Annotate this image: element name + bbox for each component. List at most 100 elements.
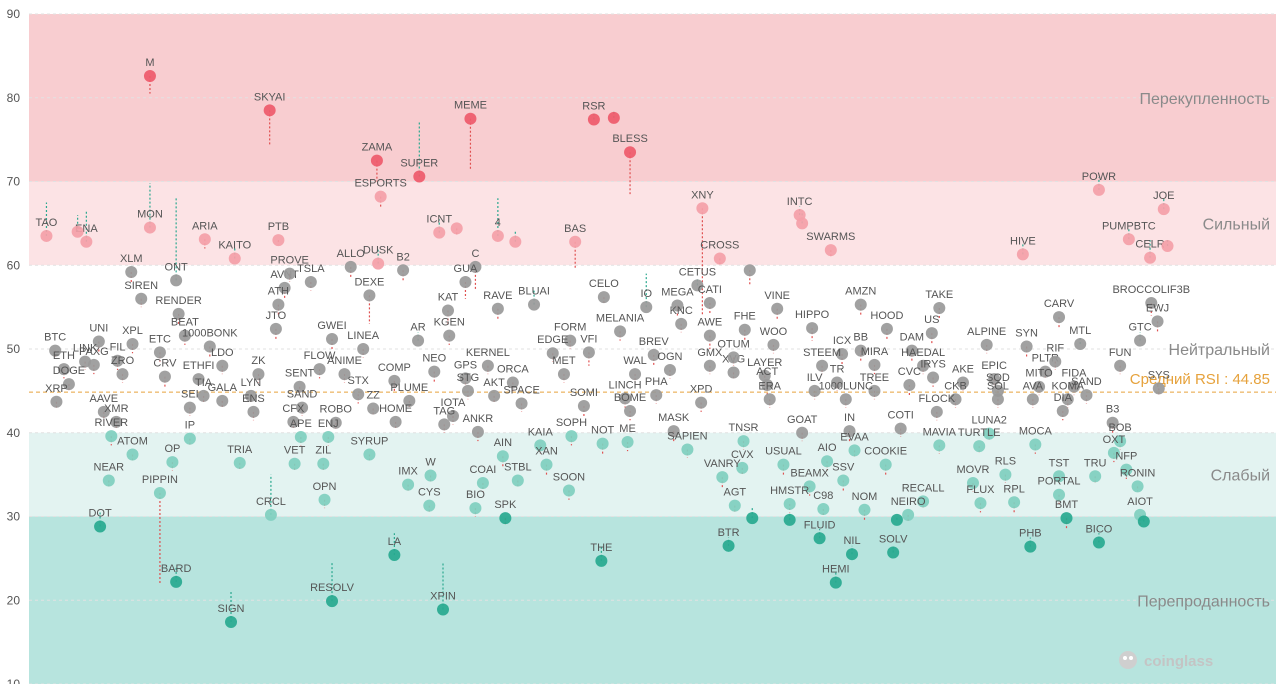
coin-point[interactable] <box>534 439 547 452</box>
coin-point[interactable] <box>1060 512 1073 525</box>
coin-point[interactable] <box>629 368 642 381</box>
coin-point[interactable] <box>806 322 819 335</box>
coin-point[interactable] <box>728 499 741 512</box>
coin-point[interactable] <box>344 260 357 273</box>
coin-point[interactable] <box>1033 380 1046 393</box>
coin-point[interactable] <box>569 235 582 248</box>
coin-point[interactable] <box>110 415 123 428</box>
coin-point[interactable] <box>313 363 326 376</box>
coin-point[interactable] <box>905 344 918 357</box>
coin-point[interactable] <box>111 354 124 367</box>
coin-point[interactable] <box>607 111 620 124</box>
coin-point[interactable] <box>1039 365 1052 378</box>
coin-point[interactable] <box>843 425 856 438</box>
coin-point[interactable] <box>216 359 229 372</box>
coin-point[interactable] <box>363 289 376 302</box>
coin-point[interactable] <box>1137 515 1150 528</box>
coin-point[interactable] <box>917 495 930 508</box>
coin-point[interactable] <box>192 373 205 386</box>
coin-point[interactable] <box>1049 355 1062 368</box>
coin-point[interactable] <box>737 435 750 448</box>
coin-point[interactable] <box>727 366 740 379</box>
coin-point[interactable] <box>577 399 590 412</box>
coin-point[interactable] <box>846 548 859 561</box>
coin-point[interactable] <box>1131 480 1144 493</box>
coin-point[interactable] <box>681 443 694 456</box>
coin-point[interactable] <box>1114 359 1127 372</box>
coin-point[interactable] <box>423 499 436 512</box>
coin-point[interactable] <box>438 418 451 431</box>
coin-point[interactable] <box>903 379 916 392</box>
coin-point[interactable] <box>703 359 716 372</box>
coin-point[interactable] <box>49 344 62 357</box>
coin-point[interactable] <box>557 368 570 381</box>
coin-point[interactable] <box>166 456 179 469</box>
coin-point[interactable] <box>92 335 105 348</box>
coin-point[interactable] <box>783 497 796 510</box>
coin-point[interactable] <box>587 113 600 126</box>
coin-point[interactable] <box>125 265 138 278</box>
coin-point[interactable] <box>848 444 861 457</box>
coin-point[interactable] <box>722 539 735 552</box>
coin-point[interactable] <box>991 384 1004 397</box>
coin-point[interactable] <box>283 267 296 280</box>
coin-point[interactable] <box>1092 183 1105 196</box>
coin-point[interactable] <box>287 415 300 428</box>
coin-point[interactable] <box>880 322 893 335</box>
coin-point[interactable] <box>491 229 504 242</box>
coin-point[interactable] <box>244 389 257 402</box>
coin-point[interactable] <box>126 337 139 350</box>
coin-point[interactable] <box>930 405 943 418</box>
coin-point[interactable] <box>1144 251 1157 264</box>
coin-point[interactable] <box>1067 380 1080 393</box>
coin-point[interactable] <box>491 302 504 315</box>
coin-point[interactable] <box>1089 470 1102 483</box>
coin-point[interactable] <box>153 487 166 500</box>
coin-point[interactable] <box>329 416 342 429</box>
coin-point[interactable] <box>269 322 282 335</box>
coin-point[interactable] <box>370 154 383 167</box>
coin-point[interactable] <box>890 513 903 526</box>
coin-point[interactable] <box>933 301 946 314</box>
coin-point[interactable] <box>902 508 915 521</box>
coin-point[interactable] <box>170 575 183 588</box>
coin-point[interactable] <box>57 363 70 376</box>
coin-point[interactable] <box>203 340 216 353</box>
coin-point[interactable] <box>1120 463 1133 476</box>
coin-point[interactable] <box>102 474 115 487</box>
coin-point[interactable] <box>441 304 454 317</box>
coin-point[interactable] <box>304 276 317 288</box>
coin-point[interactable] <box>294 430 307 443</box>
coin-point[interactable] <box>322 430 335 443</box>
coin-point[interactable] <box>464 112 477 125</box>
coin-point[interactable] <box>796 217 809 230</box>
coin-point[interactable] <box>746 512 759 525</box>
coin-point[interactable] <box>511 474 524 487</box>
coin-point[interactable] <box>1074 337 1087 350</box>
coin-point[interactable] <box>198 233 211 246</box>
coin-point[interactable] <box>983 427 996 440</box>
coin-point[interactable] <box>675 317 688 330</box>
coin-point[interactable] <box>858 503 871 516</box>
coin-point[interactable] <box>758 369 771 382</box>
coin-point[interactable] <box>94 520 107 533</box>
coin-point[interactable] <box>372 257 385 270</box>
coin-point[interactable] <box>326 595 339 608</box>
coin-point[interactable] <box>957 376 970 389</box>
coin-point[interactable] <box>980 338 993 351</box>
coin-point[interactable] <box>691 279 704 292</box>
coin-point[interactable] <box>469 260 482 273</box>
coin-point[interactable] <box>836 348 849 361</box>
coin-point[interactable] <box>363 448 376 461</box>
coin-point[interactable] <box>988 373 1001 386</box>
coin-point[interactable] <box>293 380 306 393</box>
coin-point[interactable] <box>1061 393 1074 406</box>
coin-point[interactable] <box>1157 203 1170 216</box>
coin-point[interactable] <box>40 229 53 242</box>
coin-point[interactable] <box>597 291 610 304</box>
coin-point[interactable] <box>338 368 351 381</box>
coin-point[interactable] <box>476 477 489 489</box>
coin-point[interactable] <box>278 281 291 294</box>
coin-point[interactable] <box>397 264 410 277</box>
coin-point[interactable] <box>767 338 780 351</box>
